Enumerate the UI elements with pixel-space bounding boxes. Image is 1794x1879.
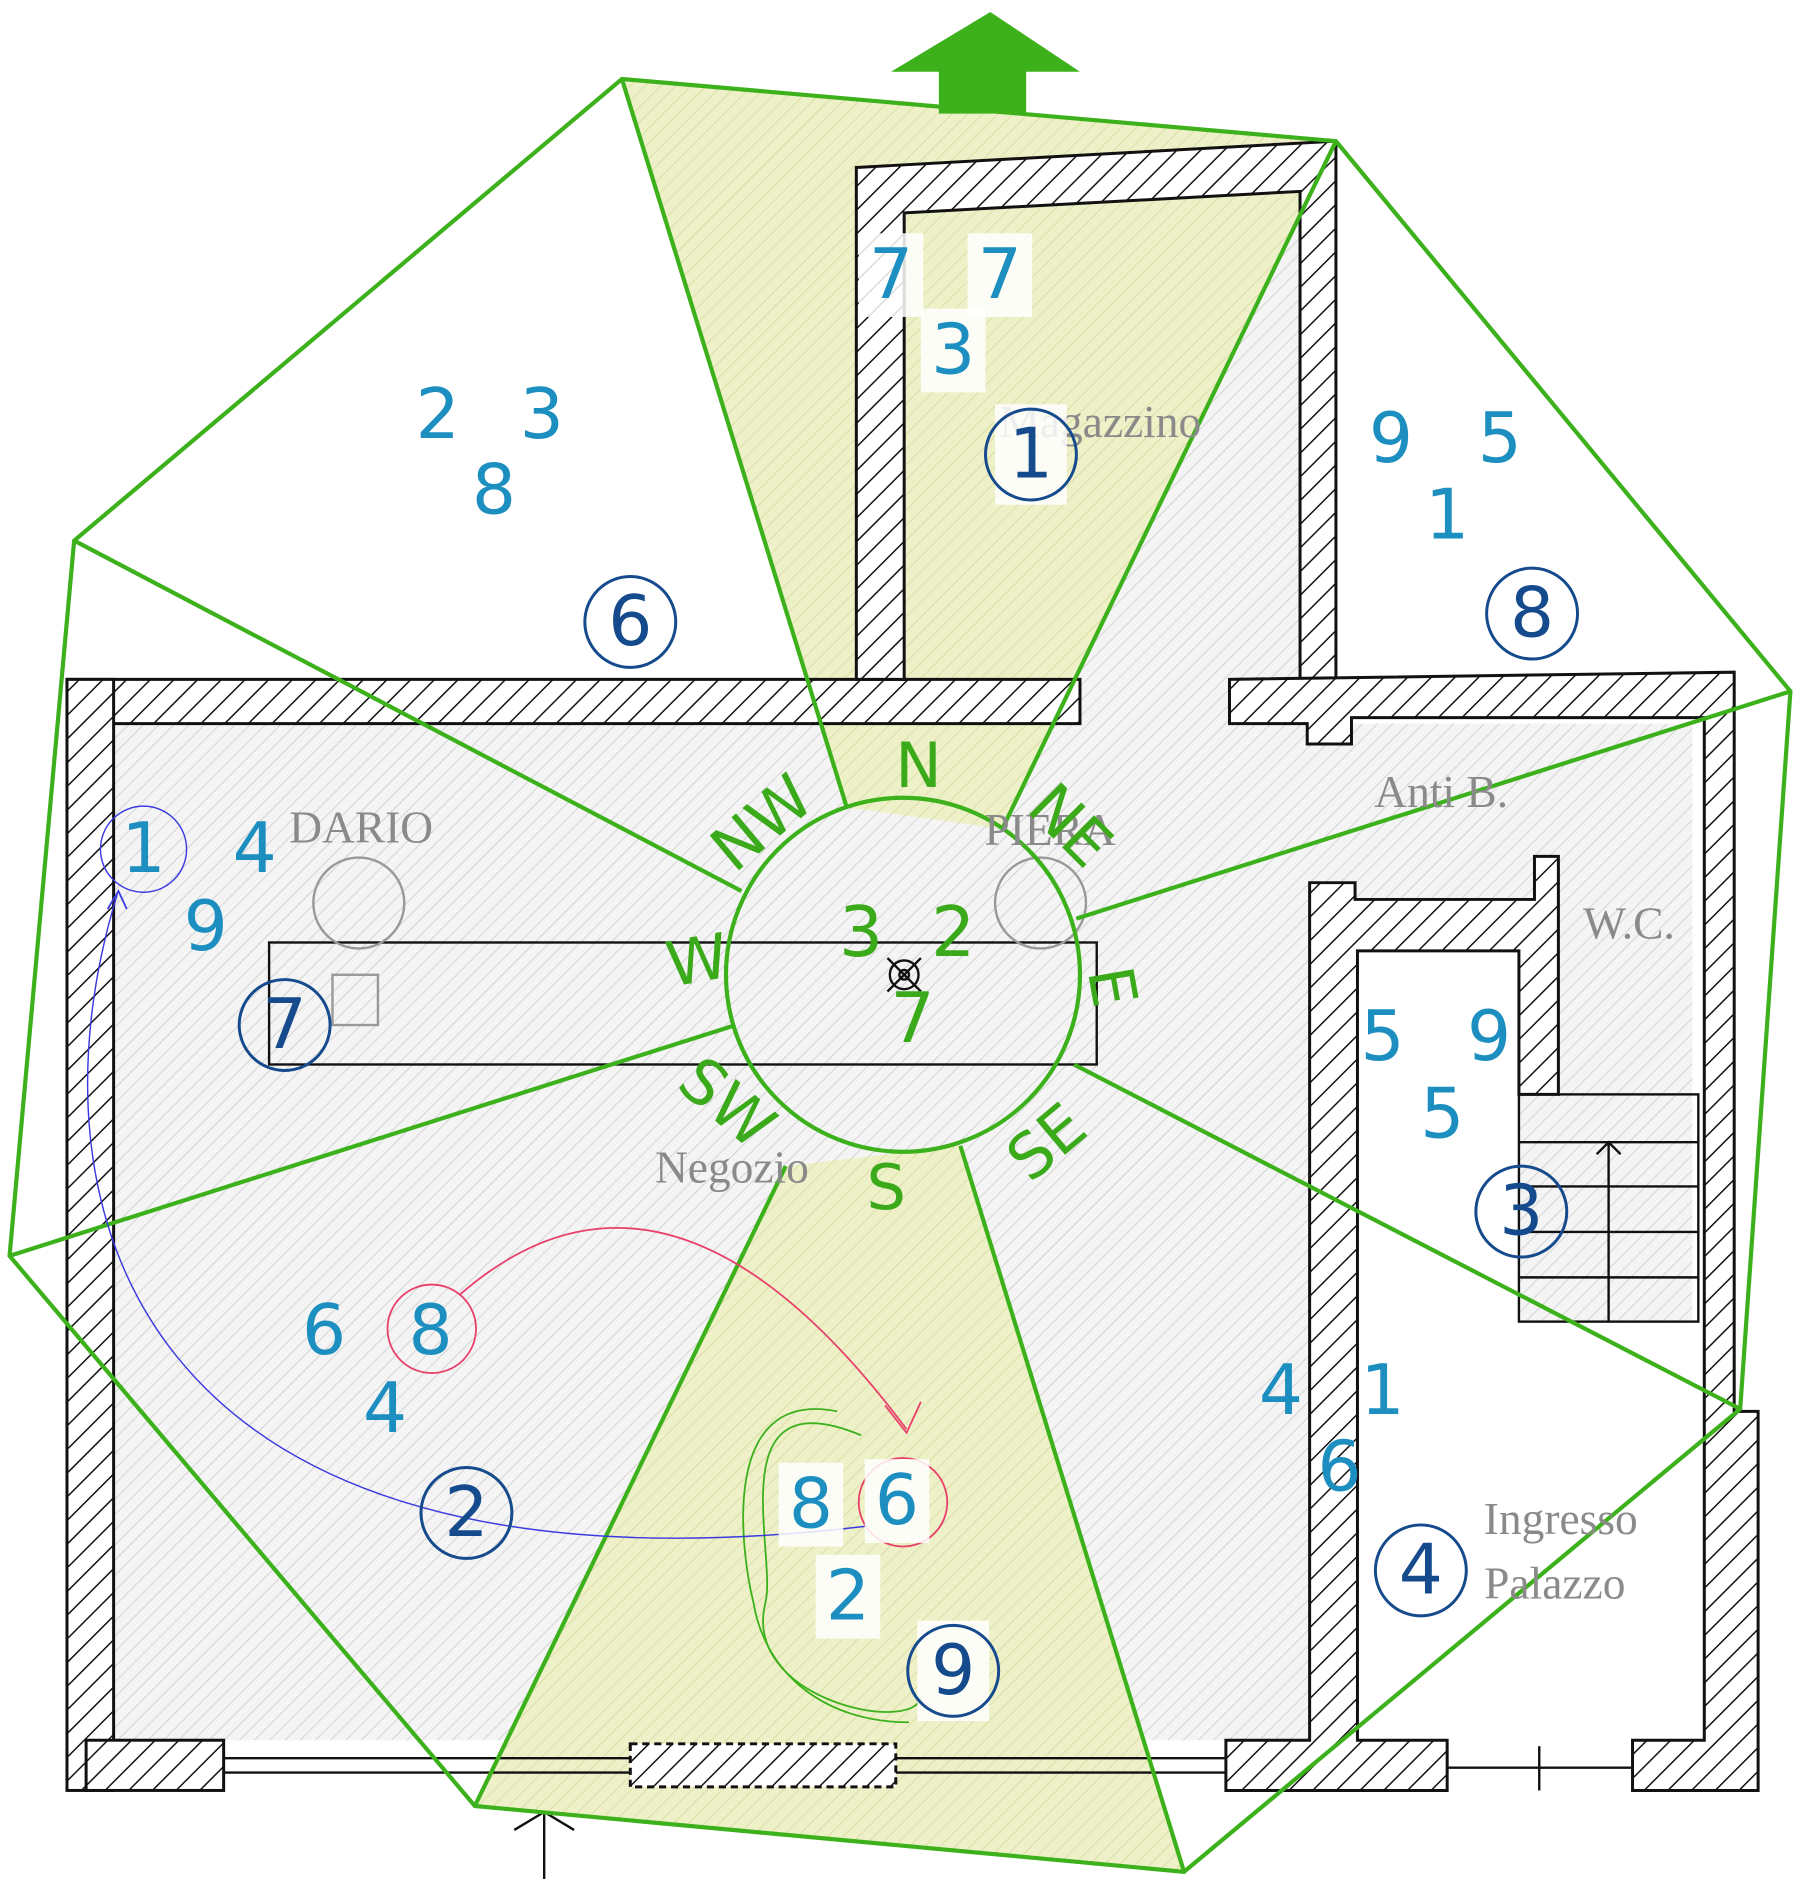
room-label: W.C. [1583, 898, 1675, 948]
center-star: 2 [931, 893, 975, 973]
room-label: Palazzo [1484, 1559, 1625, 1609]
star-number: 7 [869, 235, 913, 315]
period-number: 3 [1499, 1172, 1543, 1252]
period-number: 1 [1009, 415, 1053, 495]
star-number: 3 [520, 375, 564, 455]
star-number: 9 [184, 887, 228, 967]
star-number: 8 [472, 450, 516, 530]
period-number: 8 [1510, 574, 1554, 654]
star-number: 2 [416, 375, 460, 455]
direction: N [895, 729, 942, 802]
star-number: 9 [1467, 997, 1511, 1077]
star-number: 6 [875, 1461, 919, 1541]
star-number: 5 [1478, 399, 1522, 479]
star-number: 8 [789, 1465, 833, 1545]
star-number: 4 [1259, 1351, 1303, 1431]
star-number: 5 [1420, 1075, 1464, 1155]
star-number: 1 [121, 809, 165, 889]
period-number: 2 [444, 1473, 488, 1553]
room-label: DARIO [289, 803, 433, 853]
star-number: 7 [978, 235, 1022, 315]
star-number: 4 [363, 1369, 407, 1449]
north-arrow [891, 12, 1080, 114]
star-number: 9 [1369, 399, 1413, 479]
direction: S [866, 1151, 905, 1224]
star-number: 5 [1361, 997, 1405, 1077]
star-number: 3 [931, 310, 975, 390]
center-star: 7 [890, 979, 934, 1059]
direction: W [661, 919, 734, 1002]
star-number: 6 [1317, 1428, 1361, 1508]
star-number: 4 [233, 809, 277, 889]
star-number: 2 [826, 1557, 870, 1637]
page: {"rooms": {"magazzino": "Magazzino", "da… [0, 0, 1794, 1879]
period-number: 6 [608, 582, 652, 662]
center-star: 3 [839, 893, 883, 973]
star-number: 6 [302, 1291, 346, 1371]
room-label: Ingresso [1484, 1494, 1638, 1544]
room-label: Anti B. [1374, 767, 1508, 817]
star-number: 1 [1361, 1351, 1405, 1431]
floor-plan: Magazzino DARIO PIERA Anti B. W.C. Negoz… [0, 0, 1794, 1879]
period-number: 9 [931, 1631, 975, 1711]
star-number: 1 [1425, 476, 1469, 556]
period-number: 7 [263, 985, 307, 1065]
star-number: 8 [408, 1291, 452, 1371]
period-number: 4 [1399, 1530, 1443, 1610]
